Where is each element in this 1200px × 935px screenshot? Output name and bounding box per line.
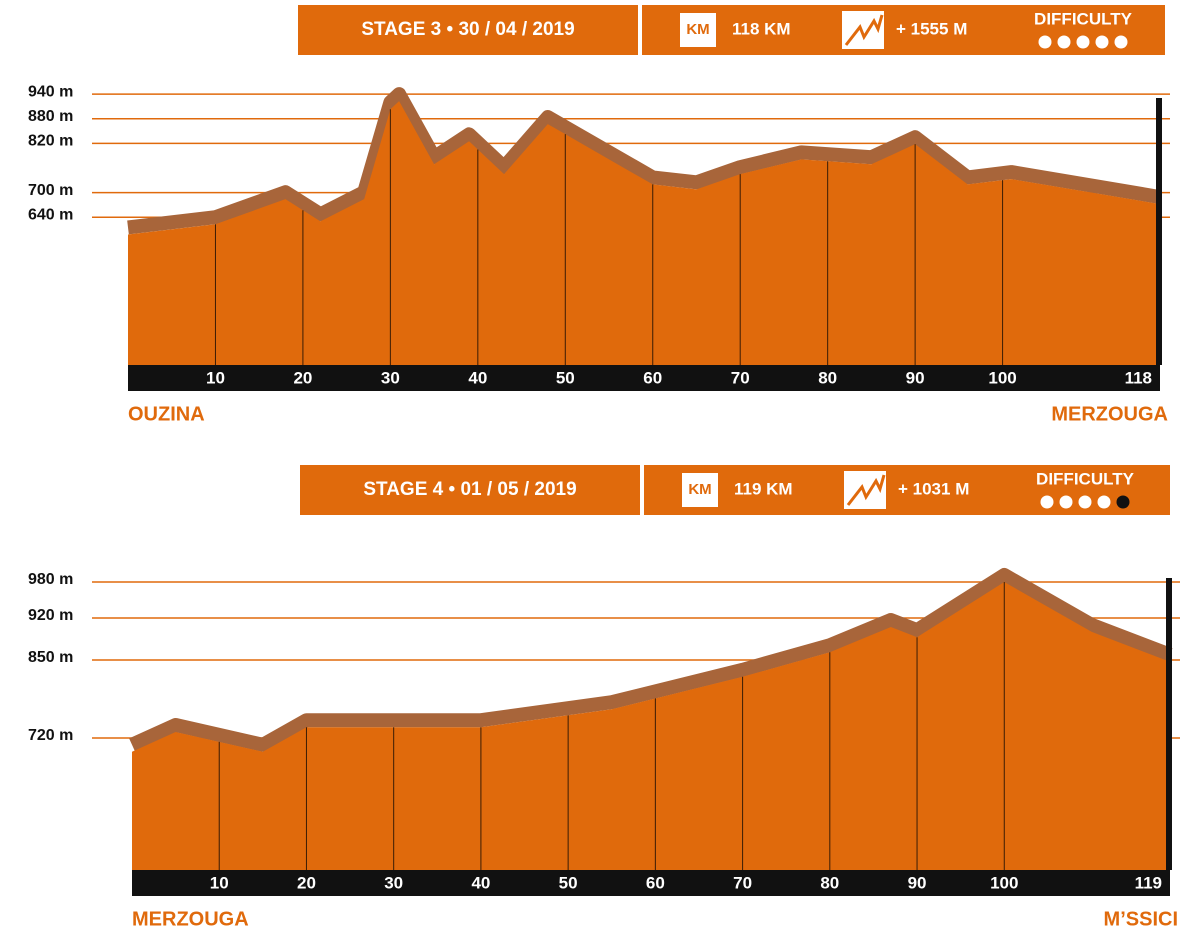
difficulty-dot (1097, 495, 1111, 509)
difficulty-dot (1076, 35, 1090, 49)
x-tick-label: 60 (646, 873, 665, 892)
header-info-box (642, 5, 1165, 55)
x-tick-label: 20 (297, 873, 316, 892)
x-tick-label: 70 (733, 873, 752, 892)
ridge (127, 87, 1162, 235)
km-icon (682, 473, 718, 507)
x-tick-label: 30 (381, 368, 400, 387)
km-icon-text: KM (688, 481, 711, 498)
x-tick-label: 40 (471, 873, 490, 892)
x-tick-label: 20 (293, 368, 312, 387)
x-tick-label: 90 (908, 873, 927, 892)
y-tick-label: 640 m (28, 206, 73, 223)
elevation-area (128, 101, 1160, 365)
x-axis-bar (128, 365, 1160, 391)
climb-icon-zigzag (844, 14, 884, 46)
stage-profile: STAGE 3 • 30 / 04 / 2019 KM 118 KM + 1555 M… (28, 5, 1170, 425)
y-tick-label: 940 m (28, 83, 73, 100)
stage-title: STAGE 4 • 01 / 05 / 2019 (363, 479, 576, 500)
difficulty-dot (1040, 495, 1054, 509)
x-axis-bar (132, 870, 1170, 896)
y-tick-label: 880 m (28, 108, 73, 125)
difficulty-dot (1114, 35, 1128, 49)
start-label: MERZOUGA (132, 908, 249, 930)
start-label: OUZINA (128, 403, 205, 425)
x-tick-label: 80 (820, 873, 839, 892)
stage-title: STAGE 3 • 30 / 04 / 2019 (361, 19, 574, 40)
x-tick-label: 118 (1125, 368, 1152, 387)
y-tick-label: 700 m (28, 182, 73, 199)
elevation-area (132, 582, 1170, 870)
x-tick-label: 40 (468, 368, 487, 387)
climb: + 1555 M (896, 19, 967, 38)
y-tick-label: 720 m (28, 727, 73, 744)
x-tick-label: 119 (1135, 873, 1162, 892)
y-tick-label: 980 m (28, 571, 73, 588)
y-tick-label: 820 m (28, 133, 73, 150)
x-tick-label: 100 (990, 873, 1018, 892)
difficulty-label: DIFFICULTY (1036, 469, 1135, 488)
x-tick-label: 80 (818, 368, 837, 387)
climb-icon-zigzag (846, 474, 886, 506)
x-tick-label: 10 (206, 368, 225, 387)
x-tick-label: 50 (559, 873, 578, 892)
end-bar (1156, 98, 1162, 365)
x-tick-label: 100 (988, 368, 1016, 387)
difficulty-dot (1116, 495, 1130, 509)
difficulty-dot (1057, 35, 1071, 49)
difficulty-dot (1078, 495, 1092, 509)
x-tick-label: 60 (643, 368, 662, 387)
x-tick-label: 30 (384, 873, 403, 892)
km-icon-text: KM (686, 21, 709, 38)
difficulty-label: DIFFICULTY (1034, 9, 1133, 28)
x-tick-label: 10 (210, 873, 229, 892)
end-label: MERZOUGA (1051, 403, 1168, 425)
stage-profile: STAGE 4 • 01 / 05 / 2019 KM 119 KM + 1031 M… (28, 465, 1180, 930)
ridge (129, 568, 1173, 752)
x-tick-label: 70 (731, 368, 750, 387)
y-tick-label: 920 m (28, 607, 73, 624)
header-title-box (300, 465, 640, 515)
x-tick-label: 50 (556, 368, 575, 387)
end-bar (1166, 578, 1172, 870)
distance: 119 KM (734, 479, 793, 498)
difficulty-dot (1095, 35, 1109, 49)
x-tick-label: 90 (906, 368, 925, 387)
climb: + 1031 M (898, 479, 969, 498)
end-label: M’SSICI (1104, 908, 1178, 930)
header-title-box (298, 5, 638, 55)
difficulty-dot (1038, 35, 1052, 49)
distance: 118 KM (732, 19, 791, 38)
difficulty-dot (1059, 495, 1073, 509)
km-icon (680, 13, 716, 47)
y-tick-label: 850 m (28, 649, 73, 666)
